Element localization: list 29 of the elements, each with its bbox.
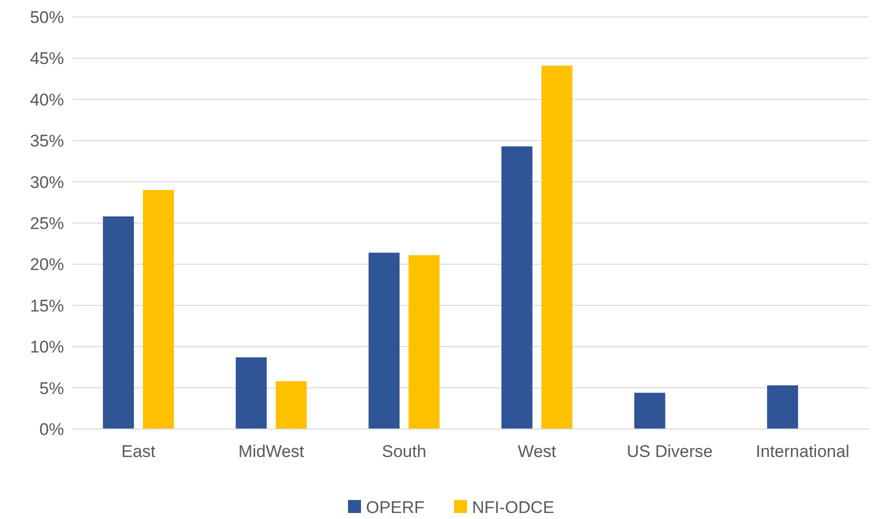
bar — [634, 392, 666, 429]
y-tick-label: 15% — [30, 296, 64, 316]
bar — [276, 381, 307, 429]
x-tick-label: South — [382, 442, 426, 461]
bar — [236, 357, 267, 429]
y-tick-label: 45% — [30, 49, 64, 68]
bar — [408, 255, 440, 429]
y-tick-label: 50% — [30, 8, 64, 27]
y-tick-label: 10% — [30, 338, 64, 357]
bar — [501, 146, 532, 429]
bar — [368, 252, 400, 429]
bar — [767, 385, 798, 429]
legend-label: NFI-ODCE — [472, 498, 554, 517]
x-tick-label: International — [756, 442, 850, 461]
bar — [102, 216, 134, 429]
x-tick-label: US Diverse — [626, 442, 713, 461]
y-tick-label: 40% — [30, 90, 64, 110]
x-tick-label: East — [121, 442, 156, 461]
y-tick-label: 25% — [30, 214, 64, 233]
x-tick-label: MidWest — [238, 442, 304, 461]
x-tick-label: West — [518, 442, 556, 461]
y-tick-label: 0% — [39, 420, 64, 439]
bar — [541, 66, 572, 429]
bar — [142, 190, 174, 429]
y-tick-label: 5% — [39, 378, 64, 398]
y-tick-label: 20% — [30, 255, 64, 274]
y-tick-label: 35% — [30, 132, 64, 151]
legend-label: OPERF — [366, 498, 425, 517]
y-tick-label: 30% — [30, 172, 64, 192]
